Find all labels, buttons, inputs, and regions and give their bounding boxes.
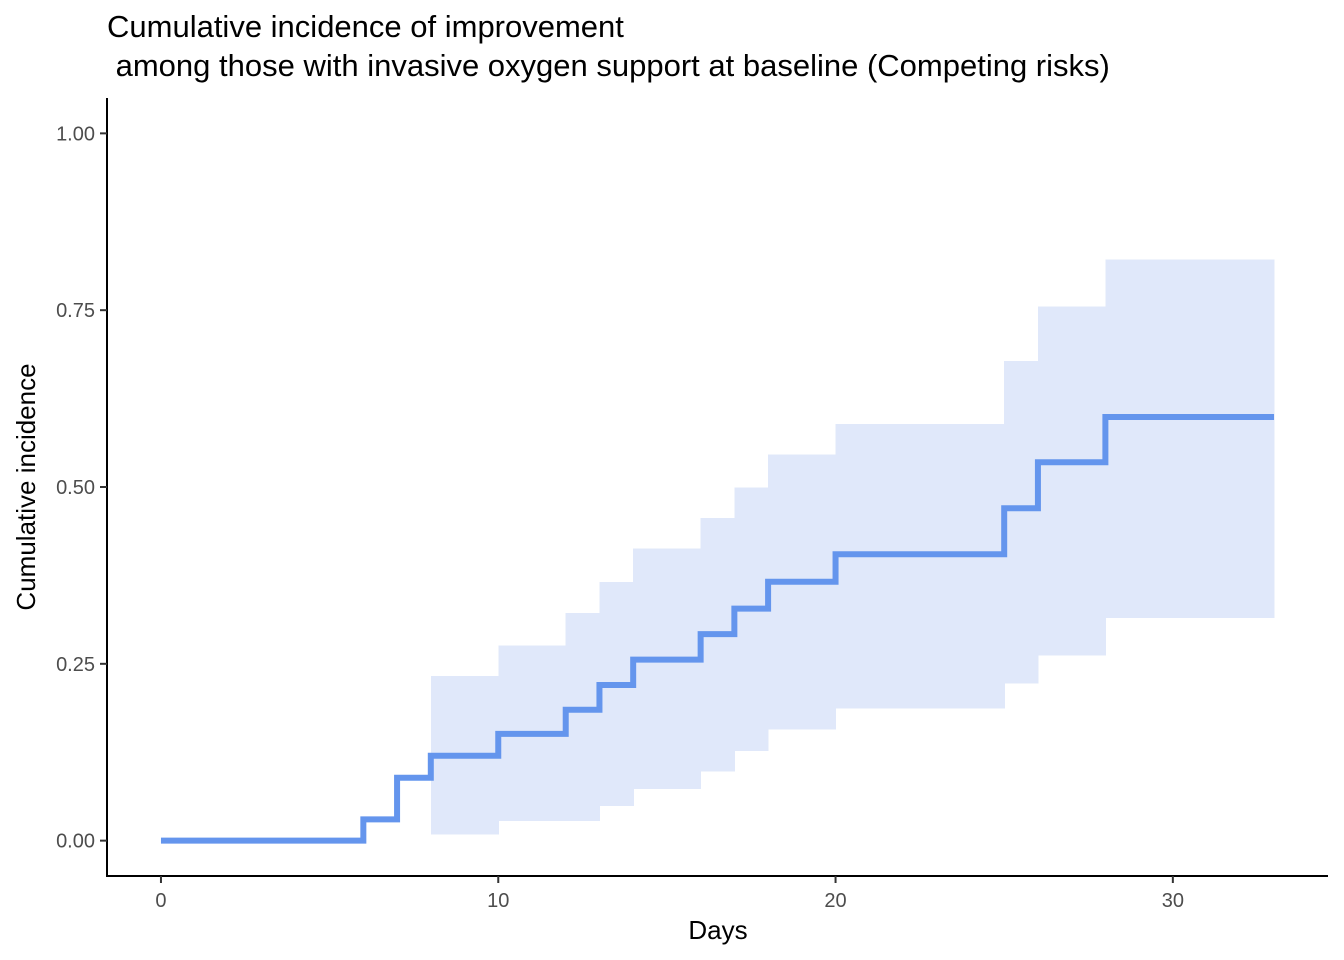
x-tick-label: 10 [487, 890, 509, 912]
chart-title-line-1: Cumulative incidence of improvement [107, 9, 624, 44]
confidence-band [430, 259, 1275, 835]
x-axis-title: Days [688, 915, 747, 945]
confidence-band-segment [1105, 259, 1275, 618]
cumulative-incidence-line [160, 413, 1275, 844]
x-tick-label: 20 [824, 890, 846, 912]
confidence-band-segment [1004, 361, 1039, 684]
y-tick-label: 0.00 [56, 831, 95, 853]
confidence-band-segment [768, 454, 837, 730]
x-tick-label: 0 [155, 890, 166, 912]
confidence-band-segment [565, 612, 601, 821]
y-axis-title: Cumulative incidence [11, 363, 41, 610]
confidence-band-segment [1037, 306, 1106, 656]
confidence-band-segment [700, 518, 735, 772]
confidence-band-segment [599, 581, 634, 806]
confidence-band-segment [835, 424, 1005, 709]
confidence-band-segment [734, 487, 769, 751]
confidence-band-segment [633, 548, 702, 790]
chart-title-line-2: among those with invasive oxygen support… [107, 48, 1110, 83]
y-axis-ticks: 0.00 0.25 0.50 0.75 1.00 [56, 123, 107, 853]
plot-area [160, 259, 1275, 844]
y-tick-label: 1.00 [56, 123, 95, 145]
x-tick-label: 30 [1162, 890, 1184, 912]
y-tick-label: 0.75 [56, 300, 95, 322]
y-tick-label: 0.50 [56, 477, 95, 499]
y-tick-label: 0.25 [56, 654, 95, 676]
x-axis-ticks: 0 10 20 30 [155, 876, 1184, 912]
